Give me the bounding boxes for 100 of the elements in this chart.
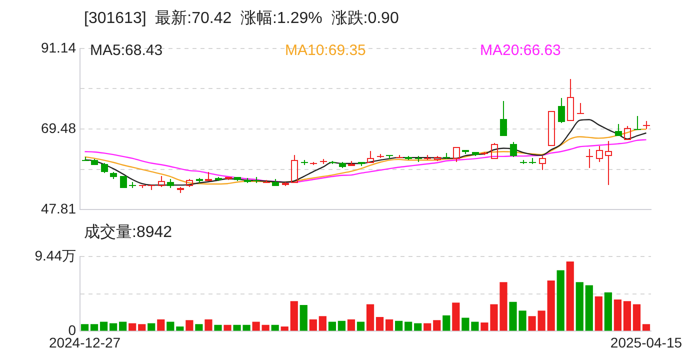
bar	[395, 320, 403, 331]
bar	[366, 304, 374, 331]
candlestick	[567, 78, 574, 121]
bar	[528, 316, 536, 331]
candlestick	[320, 158, 327, 164]
candlestick	[167, 178, 174, 188]
chart-title: 成交量:8942	[84, 222, 172, 243]
candlestick	[405, 156, 412, 160]
candlestick	[82, 156, 89, 161]
candlestick	[462, 150, 469, 154]
bar	[186, 320, 194, 331]
bar	[328, 322, 336, 331]
candlestick	[634, 116, 641, 130]
candlestick	[605, 140, 612, 186]
candlestick	[367, 150, 374, 163]
candlestick	[586, 148, 593, 168]
bar	[204, 319, 212, 331]
bar	[128, 323, 136, 331]
candlestick	[91, 158, 98, 165]
bar	[347, 319, 356, 331]
candlestick	[529, 158, 536, 164]
bar	[100, 322, 108, 331]
candlestick	[129, 182, 136, 188]
candlestick	[577, 102, 584, 114]
y-tick-label: 47.81	[40, 200, 76, 216]
bar	[471, 322, 479, 331]
bar	[385, 319, 394, 331]
candlestick	[520, 160, 527, 164]
bar	[424, 323, 432, 331]
candlestick	[539, 156, 546, 170]
bar	[252, 322, 260, 331]
candlestick	[424, 154, 431, 160]
bar	[642, 324, 650, 331]
candlestick	[234, 177, 241, 182]
candlestick	[263, 180, 270, 183]
candlestick	[377, 154, 384, 158]
bar	[404, 322, 412, 331]
bar	[556, 270, 564, 331]
candlestick	[386, 155, 393, 160]
bar	[414, 323, 422, 331]
candlestick	[415, 156, 422, 162]
bar	[356, 322, 365, 331]
candlestick	[491, 142, 498, 159]
bar	[433, 320, 441, 331]
x-tick-label: 2025-04-15	[610, 334, 682, 350]
bar	[148, 323, 156, 331]
text: MA10:69.35	[285, 42, 366, 59]
bar	[538, 310, 546, 331]
bar	[157, 319, 165, 331]
bar	[566, 261, 574, 331]
candlestick	[244, 178, 251, 184]
candlestick	[472, 152, 479, 156]
bar	[585, 285, 593, 331]
bar	[119, 322, 127, 331]
candlestick	[177, 186, 184, 194]
candlestick	[186, 178, 193, 188]
chart-title: [301613] 最新:70.42 涨幅:1.29% 涨跌:0.90	[84, 8, 399, 29]
candlestick	[282, 182, 289, 186]
candlestick	[396, 154, 403, 158]
candlestick	[348, 160, 355, 166]
candlestick	[205, 172, 212, 181]
y-tick-label: 91.14	[40, 39, 76, 56]
candlestick	[339, 162, 346, 168]
bar	[138, 324, 146, 331]
bar	[90, 324, 98, 331]
bar	[604, 292, 612, 331]
candlestick	[510, 142, 517, 158]
bar	[632, 304, 641, 331]
bar	[462, 318, 470, 331]
bar	[309, 319, 317, 331]
candlestick	[624, 126, 631, 140]
bar	[318, 316, 326, 331]
candlestick	[310, 162, 317, 166]
bar	[442, 315, 450, 331]
candlestick	[148, 185, 155, 190]
bar	[576, 282, 584, 331]
candlestick	[481, 152, 488, 156]
candlestick	[225, 177, 232, 180]
bar	[300, 305, 308, 331]
bar	[80, 324, 89, 331]
candlestick	[443, 152, 450, 160]
candlestick	[272, 178, 279, 186]
bar	[280, 326, 288, 331]
candlestick	[558, 98, 565, 124]
candlestick	[101, 162, 108, 174]
bar	[452, 302, 460, 331]
bar	[271, 324, 279, 331]
candlestick	[500, 100, 507, 136]
candlestick	[301, 160, 308, 166]
bar	[262, 324, 270, 331]
bar	[110, 323, 118, 331]
candlestick	[358, 162, 365, 166]
candlestick	[643, 120, 650, 130]
bar	[214, 324, 222, 331]
text: MA20:66.63	[480, 42, 561, 59]
line-series	[84, 128, 647, 185]
bar	[623, 301, 632, 331]
bar	[224, 324, 232, 331]
bar	[166, 322, 174, 331]
bar	[290, 301, 298, 331]
